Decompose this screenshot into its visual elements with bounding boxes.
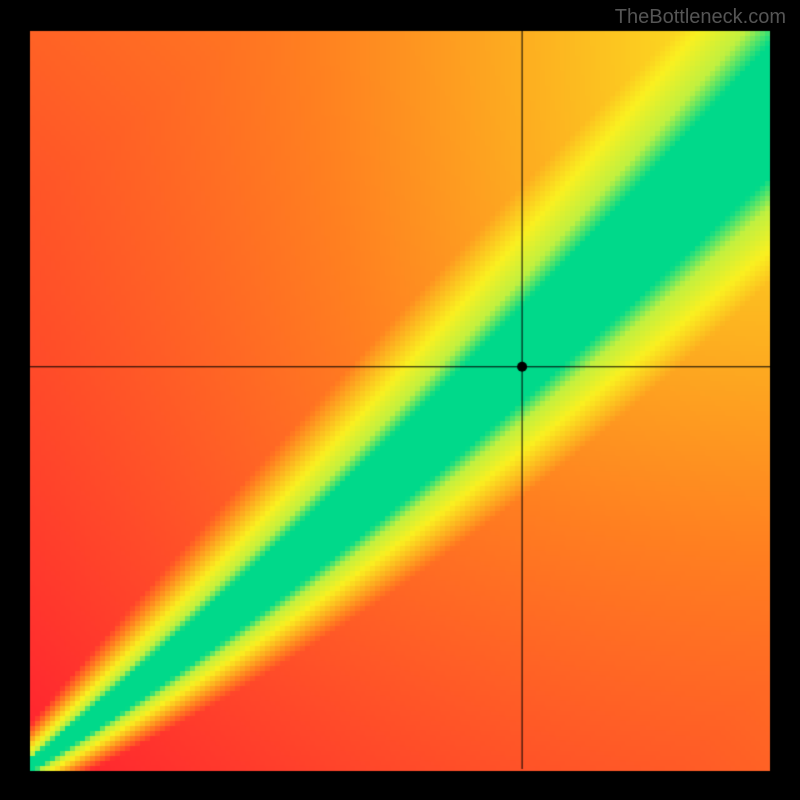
attribution-label: TheBottleneck.com <box>615 6 786 29</box>
bottleneck-chart: TheBottleneck.com <box>0 0 800 800</box>
heatmap-canvas <box>0 0 800 800</box>
